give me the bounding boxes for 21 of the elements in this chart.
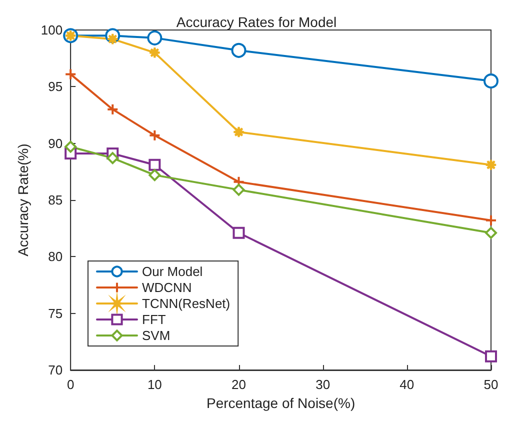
x-tick-label: 40 (400, 377, 414, 392)
legend-label: TCNN(ResNet) (142, 296, 230, 311)
x-axis-title: Percentage of Noise(%) (206, 395, 356, 411)
y-tick-label: 75 (48, 306, 63, 321)
y-tick-label: 85 (48, 192, 63, 208)
x-tick-label: 50 (484, 377, 498, 392)
legend-label: Our Model (142, 264, 203, 279)
y-tick-label: 80 (48, 249, 63, 264)
y-tick-label: 100 (40, 22, 63, 38)
legend-label: WDCNN (142, 280, 192, 295)
chart-title: Accuracy Rates for Model (176, 14, 337, 30)
y-tick-label: 95 (48, 79, 63, 94)
legend-label: SVM (142, 328, 170, 343)
y-tick-label: 70 (48, 362, 63, 378)
y-tick-label: 90 (48, 136, 63, 151)
x-tick-label: 30 (316, 377, 330, 392)
x-tick-label: 10 (147, 377, 162, 392)
legend-label: FFT (142, 312, 166, 327)
y-axis-title: Accuracy Rate(%) (15, 144, 31, 256)
x-tick-label: 0 (66, 377, 74, 392)
x-tick-label: 20 (232, 377, 246, 392)
